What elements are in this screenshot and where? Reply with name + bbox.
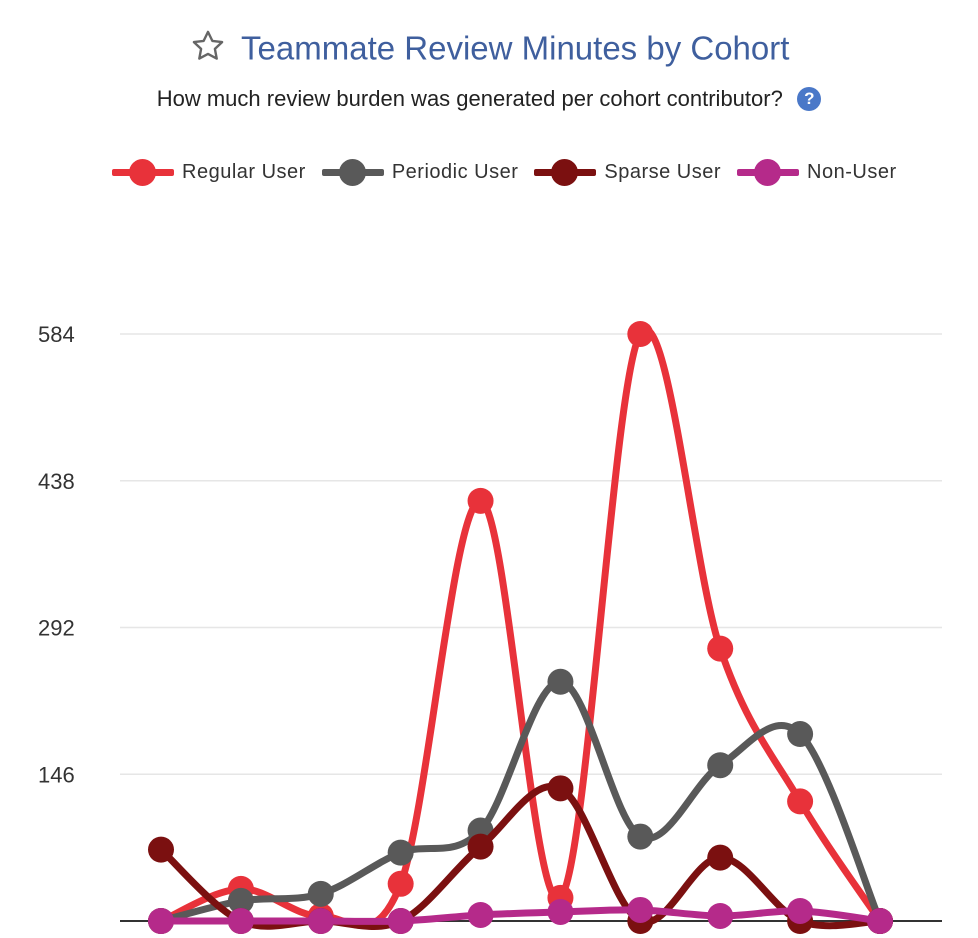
legend-swatch xyxy=(112,158,174,186)
data-point-periodic-user xyxy=(307,880,334,907)
data-point-non-user xyxy=(867,908,893,934)
series-line-sparse-user xyxy=(157,782,884,930)
data-point-periodic-user xyxy=(787,721,814,748)
chart-legend: Regular User Periodic User Sparse User Non-… xyxy=(112,158,913,186)
legend-label: Regular User xyxy=(182,160,306,183)
data-point-periodic-user xyxy=(387,839,414,866)
data-point-non-user xyxy=(707,902,734,929)
chart-title-row: Teammate Review Minutes by Cohort xyxy=(0,28,978,69)
legend-swatch xyxy=(534,158,597,186)
data-point-non-user xyxy=(467,901,494,928)
data-point-regular-user xyxy=(627,321,654,347)
y-tick-label: 438 xyxy=(38,469,75,494)
data-point-non-user xyxy=(387,908,414,934)
data-point-periodic-user xyxy=(627,823,654,850)
data-point-non-user xyxy=(227,908,254,934)
data-point-periodic-user xyxy=(547,668,574,695)
y-tick-label: 584 xyxy=(38,322,75,347)
legend-swatch xyxy=(737,158,800,186)
chart-subtitle: How much review burden was generated per… xyxy=(156,86,783,111)
legend-item-periodic-user[interactable]: Periodic User xyxy=(321,158,519,186)
data-point-non-user xyxy=(148,908,174,934)
y-tick-label: 146 xyxy=(38,762,75,787)
legend-item-regular-user[interactable]: Regular User xyxy=(112,158,306,186)
y-tick-label: 292 xyxy=(38,616,75,641)
star-outline-icon[interactable] xyxy=(189,28,227,69)
data-point-non-user xyxy=(627,896,654,923)
chart-title: Teammate Review Minutes by Cohort xyxy=(241,29,790,67)
legend-label: Non-User xyxy=(807,160,897,183)
series-non-user xyxy=(148,896,893,934)
data-point-non-user xyxy=(547,898,574,925)
data-point-non-user xyxy=(787,897,814,924)
legend-label: Periodic User xyxy=(391,160,519,183)
data-point-periodic-user xyxy=(227,887,254,914)
question-circle-icon[interactable]: ? xyxy=(797,87,822,111)
series-line-non-user xyxy=(157,906,884,925)
legend-swatch xyxy=(321,158,384,186)
legend-item-non-user[interactable]: Non-User xyxy=(737,158,897,186)
data-point-regular-user xyxy=(467,487,494,514)
legend-item-sparse-user[interactable]: Sparse User xyxy=(534,158,721,186)
chart-subtitle-row: How much review burden was generated per… xyxy=(0,86,978,112)
data-point-sparse-user xyxy=(467,833,494,860)
data-point-regular-user xyxy=(387,870,414,897)
legend-label: Sparse User xyxy=(604,160,722,183)
data-point-sparse-user xyxy=(148,836,174,863)
data-point-sparse-user xyxy=(707,844,734,871)
data-point-periodic-user xyxy=(707,752,734,779)
data-point-sparse-user xyxy=(547,775,574,802)
data-point-regular-user xyxy=(707,635,734,662)
data-point-non-user xyxy=(307,908,334,934)
data-point-regular-user xyxy=(787,788,814,815)
